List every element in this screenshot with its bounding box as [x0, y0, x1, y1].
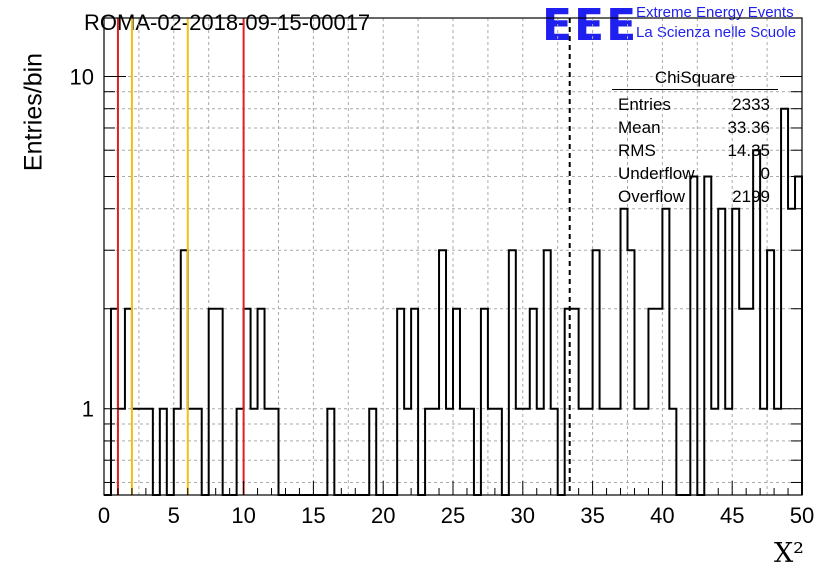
x-tick-label: 35 — [580, 503, 604, 528]
x-tick-label: 15 — [301, 503, 325, 528]
stats-row-rms: RMS 14.35 — [612, 139, 778, 162]
x-tick-label: 0 — [98, 503, 110, 528]
stats-title: ChiSquare — [612, 68, 778, 90]
logo-subtitle-line2: La Scienza nelle Scuole — [636, 24, 797, 41]
stats-label: RMS — [618, 141, 656, 160]
stats-row-mean: Mean 33.36 — [612, 116, 778, 139]
stats-value: 2199 — [732, 187, 770, 206]
y-tick-label: 1 — [82, 397, 94, 422]
stats-value: 33.36 — [727, 118, 770, 137]
x-tick-label: 30 — [511, 503, 535, 528]
stats-label: Entries — [618, 95, 671, 114]
x-axis-label: X² — [773, 538, 804, 569]
stats-row-entries: Entries 2333 — [612, 93, 778, 116]
stats-box: ChiSquare Entries 2333 Mean 33.36 RMS 14… — [612, 68, 778, 208]
x-tick-label: 50 — [790, 503, 814, 528]
y-tick-label: 10 — [70, 65, 94, 90]
x-tick-label: 45 — [720, 503, 744, 528]
x-tick-label: 40 — [650, 503, 674, 528]
stats-value: 0 — [760, 164, 770, 183]
stats-row-overflow: Overflow 2199 — [612, 185, 778, 208]
x-tick-label: 5 — [168, 503, 180, 528]
x-tick-label: 25 — [441, 503, 465, 528]
stats-value: 14.35 — [727, 141, 770, 160]
x-tick-label: 20 — [371, 503, 395, 528]
x-tick-label: 10 — [231, 503, 255, 528]
stats-row-underflow: Underflow 0 — [612, 162, 778, 185]
stats-value: 2333 — [732, 95, 770, 114]
stats-label: Underflow — [618, 164, 695, 183]
logo-subtitle-line1: Extreme Energy Events — [636, 4, 794, 21]
stats-label: Overflow — [618, 187, 686, 206]
stats-label: Mean — [618, 118, 661, 137]
